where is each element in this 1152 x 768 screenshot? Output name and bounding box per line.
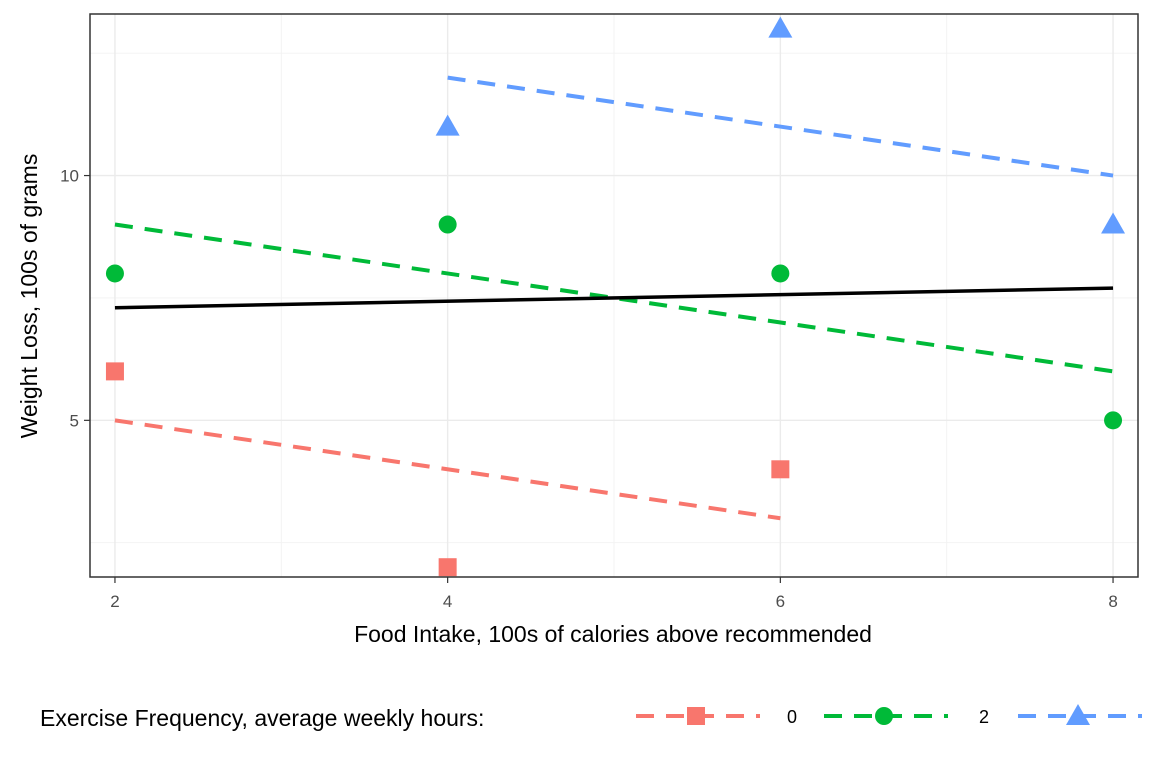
- series-fit-line: [114, 222, 1114, 374]
- legend-key-circle: [875, 707, 893, 725]
- series-fit-line: [114, 418, 781, 521]
- data-point-circle: [771, 264, 790, 283]
- data-point-circle: [438, 215, 457, 234]
- plot-panel-border: [89, 13, 1139, 578]
- data-point-circle: [1104, 411, 1123, 430]
- axis-ticks: 2 4 6 8 5 10: [60, 167, 1118, 611]
- data-point-square: [105, 362, 124, 381]
- x-axis-title: Food Intake, 100s of calories above reco…: [354, 621, 872, 647]
- fit-lines: [114, 75, 1114, 521]
- legend-title: Exercise Frequency, average weekly hours…: [40, 705, 484, 731]
- x-tick-label: 6: [776, 592, 785, 611]
- overall-fit-line: [114, 286, 1114, 310]
- series-fit-line: [447, 75, 1114, 178]
- y-tick-label: 10: [60, 167, 79, 186]
- y-tick-label: 5: [70, 411, 79, 430]
- data-point-triangle: [768, 16, 793, 38]
- minor-gridlines: [90, 14, 1138, 577]
- legend-key-triangle: [1066, 704, 1090, 725]
- legend-label: 2: [979, 707, 989, 727]
- legend-label: 0: [787, 707, 797, 727]
- x-tick-label: 2: [110, 592, 119, 611]
- x-tick-label: 4: [443, 592, 452, 611]
- data-point-square: [771, 460, 790, 479]
- data-points: [105, 16, 1126, 577]
- y-axis-title: Weight Loss, 100s of grams: [16, 154, 42, 439]
- data-point-triangle: [435, 114, 460, 136]
- data-point-triangle: [1101, 212, 1126, 234]
- data-point-circle: [105, 264, 124, 283]
- x-tick-label: 8: [1108, 592, 1117, 611]
- data-point-square: [438, 558, 457, 577]
- legend-key-square: [687, 707, 705, 725]
